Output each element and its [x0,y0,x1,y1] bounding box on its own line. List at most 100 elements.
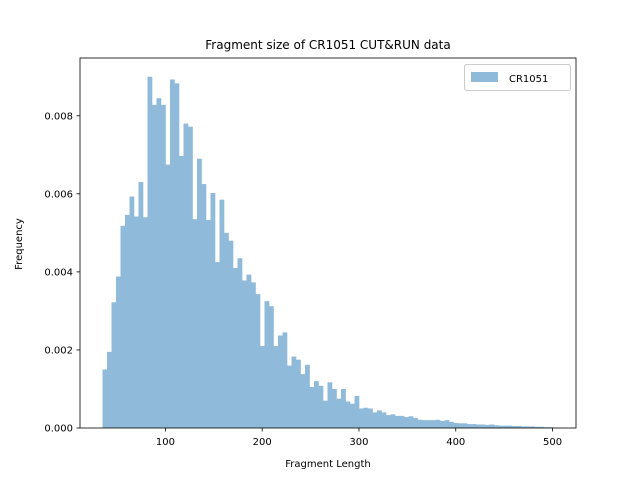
histogram-bar [269,306,274,428]
histogram-bar [210,193,216,428]
histogram-bar [300,374,306,428]
y-tick-label: 0.002 [44,345,73,356]
histogram-bar [422,420,427,428]
histogram-bar [197,158,202,428]
legend-frame [464,64,571,91]
histogram-bar [147,76,153,428]
histogram-bar [386,415,391,428]
histogram-bar [458,423,463,428]
histogram-bar [179,155,184,428]
histogram-bar [395,415,400,428]
histogram-bar [183,123,189,429]
histogram-bar [485,424,490,428]
histogram-bar [237,258,243,428]
histogram-bar [471,424,477,428]
histogram-bar [192,219,198,428]
histogram-bar [323,400,328,428]
histogram-bar [363,407,369,428]
histogram-bar [107,351,112,428]
histogram-bar [206,219,211,428]
histogram-bar [489,424,495,428]
histogram-bar [336,398,342,428]
y-tick-label: 0.008 [44,111,73,122]
histogram-bar [476,424,481,428]
histogram-bar [314,381,319,428]
histogram-bar [215,262,220,428]
legend-swatch-cr1051 [471,72,498,82]
histogram-bar [404,417,409,428]
histogram-bar [332,388,337,428]
x-tick-label: 100 [156,437,175,448]
histogram-bar [512,426,517,428]
histogram-bar [453,422,459,428]
histogram-bar [534,426,540,428]
histogram-bar [521,426,526,428]
x-tick-label: 400 [446,437,465,448]
histogram-bar [426,420,432,428]
histogram-bar [467,424,472,428]
histogram-bar [372,412,378,428]
histogram-bar [381,412,387,428]
histogram-bar [462,423,468,428]
histogram-bar [417,419,423,428]
histogram-bar [327,382,333,428]
histogram-bar [201,184,207,428]
histogram-bar [498,425,504,428]
histogram-bar [138,182,144,428]
histogram-bar [390,414,396,428]
histogram-bar [318,385,324,428]
histogram-bar [242,280,247,428]
histogram-bar [224,232,229,428]
histogram-bar [282,332,288,428]
histogram-bar [350,403,355,428]
x-tick-label: 200 [253,437,272,448]
y-tick-label: 0.004 [44,267,73,278]
y-axis-label: Frequency [14,218,25,270]
histogram-bar [170,79,175,428]
histogram-bar [413,417,418,428]
histogram-bar [143,217,148,428]
histogram-bar [507,425,513,428]
histogram-bar [174,83,180,428]
histogram-bar [440,420,445,428]
histogram-bar [161,104,166,428]
histogram-bar [516,426,522,428]
histogram-bar [444,420,450,428]
histogram-bar [228,240,234,428]
y-tick-label: 0.000 [44,424,73,435]
histogram-bar [188,126,193,428]
histogram-bar [354,395,360,428]
histogram-bar [431,420,436,428]
histogram-bar [156,98,162,428]
histogram-bar [255,294,261,428]
legend-label-cr1051: CR1051 [509,74,548,85]
histogram-bar [530,426,535,428]
histogram-bar [102,369,108,428]
histogram-bars [102,76,553,429]
histogram-bar [525,426,531,428]
x-tick-label: 300 [349,437,368,448]
histogram-bar [278,335,283,428]
x-tick-label: 500 [543,437,562,448]
histogram-bar [494,425,499,428]
histogram-bar [134,216,139,428]
histogram-bar [246,274,252,428]
histogram-bar [435,419,441,428]
histogram-bar [377,410,382,428]
histogram-bar [219,199,225,428]
plot-frame [79,57,577,429]
histogram-bar [480,424,486,428]
histogram-bar [368,408,373,428]
histogram-bar [305,364,310,428]
histogram-bar [291,356,297,428]
histogram-bar [233,267,238,428]
histogram-bar [273,346,279,428]
histogram-bar [129,196,135,428]
histogram-bar [120,225,126,428]
histogram-bar [341,388,346,428]
histogram-bar [260,346,265,428]
histogram-bar [287,365,292,428]
x-axis-label: Fragment Length [285,459,370,470]
histogram-bar [296,359,301,428]
